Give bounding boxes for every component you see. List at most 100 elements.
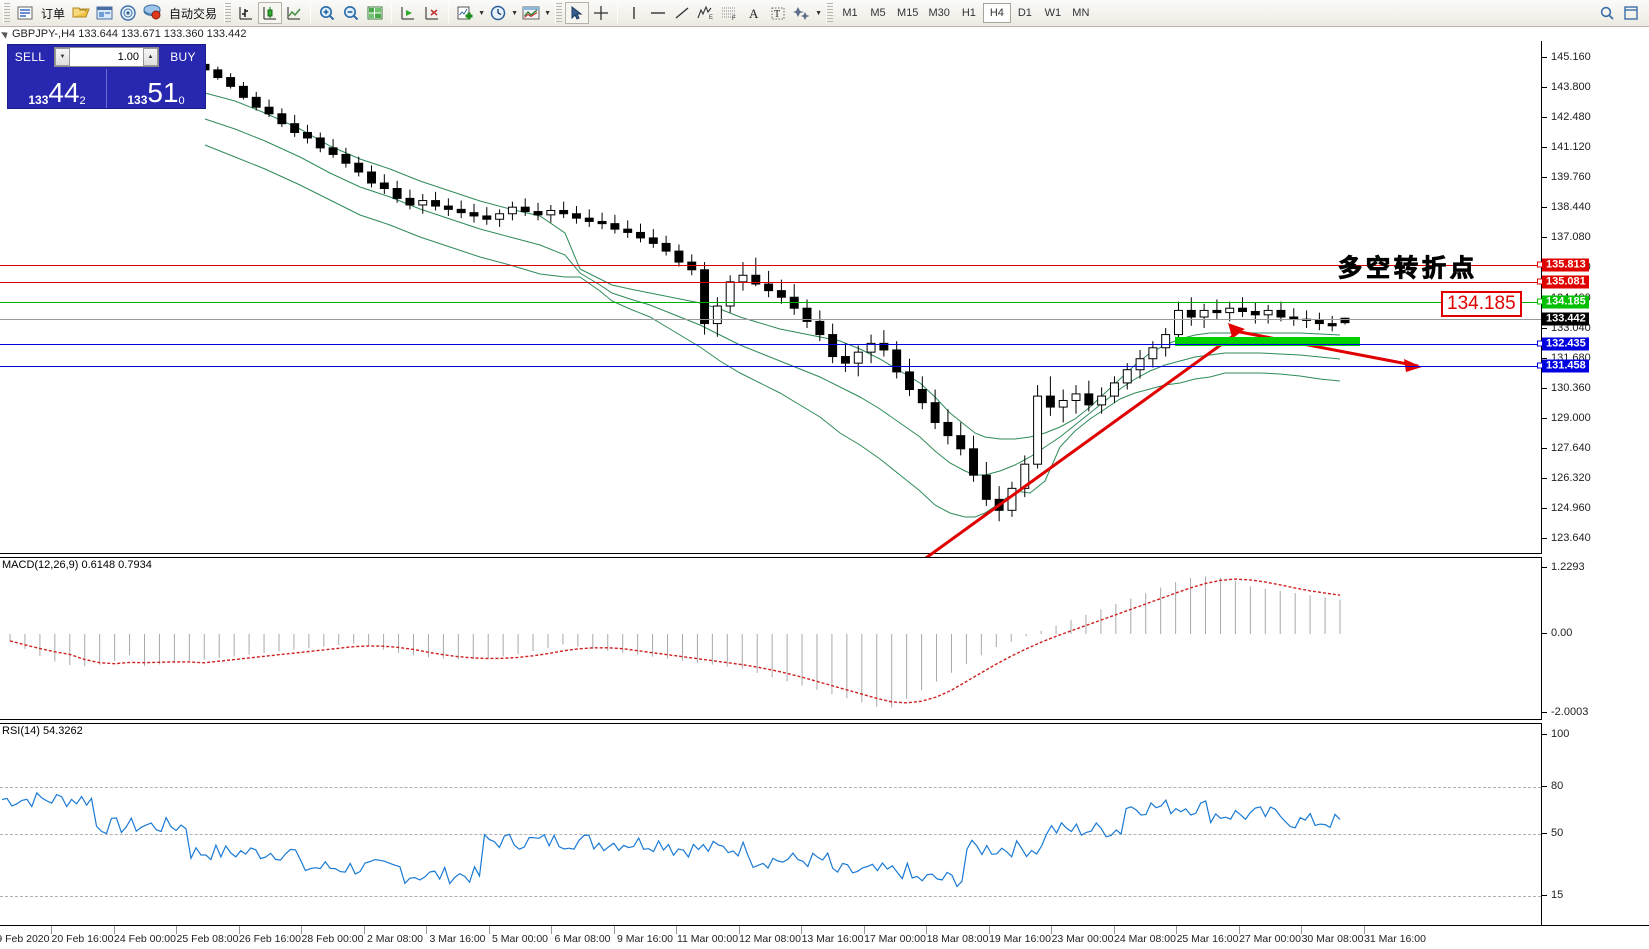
candle-body xyxy=(1250,311,1260,316)
autotrading-label[interactable]: 自动交易 xyxy=(169,6,218,21)
chart-shift-icon[interactable] xyxy=(420,2,444,24)
timeframe-mn[interactable]: MN xyxy=(1072,7,1090,19)
time-axis-separator xyxy=(613,926,615,934)
radar-icon[interactable] xyxy=(117,2,141,24)
candle-body xyxy=(738,274,748,283)
templates-dropdown-caret[interactable]: ▼ xyxy=(544,9,551,17)
text-a-icon[interactable]: A xyxy=(742,2,766,24)
rsi-pane[interactable]: RSI(14) 54.3262 xyxy=(0,723,1541,925)
time-axis-label: 25 Mar 16:00 xyxy=(1176,933,1239,945)
price-axis-tick xyxy=(1542,117,1547,119)
resistance-line-2[interactable] xyxy=(0,282,1541,283)
buy-price-big: 51 xyxy=(147,77,179,108)
new-order-label[interactable]: 订单 xyxy=(41,6,66,21)
timeframe-w1[interactable]: W1 xyxy=(1044,7,1062,19)
buy-button[interactable]: 133 51 0 xyxy=(106,69,205,108)
time-axis-label: 9 Mar 16:00 xyxy=(616,933,674,945)
autotrade-icon[interactable] xyxy=(141,2,165,24)
clock-icon[interactable] xyxy=(486,2,510,24)
bar-chart-icon[interactable] xyxy=(234,2,258,24)
chart-area[interactable]: 多空转折点 134.185 145.160 143.800 142.480 141.1… xyxy=(0,41,1649,925)
candle-body xyxy=(712,305,722,325)
price-chart-canvas[interactable] xyxy=(0,41,1541,565)
resistance-line-1[interactable] xyxy=(0,265,1541,266)
elliott-wave-icon[interactable]: E xyxy=(694,2,718,24)
buy-label[interactable]: BUY xyxy=(170,50,196,64)
arrow-cursor-icon[interactable] xyxy=(565,2,590,24)
volume-input[interactable]: ▼ 1.00 ▲ xyxy=(54,47,159,67)
timeframe-m1[interactable]: M1 xyxy=(842,7,858,19)
timeframe-m30[interactable]: M30 xyxy=(928,7,950,19)
macd-title: MACD(12,26,9) 0.6148 0.7934 xyxy=(1,559,153,571)
horizontal-line-icon[interactable] xyxy=(646,2,670,24)
magnifier-plus-icon[interactable] xyxy=(315,2,339,24)
time-axis-label: 5 Mar 00:00 xyxy=(491,933,549,945)
candlestick-icon[interactable] xyxy=(258,2,283,24)
volume-increment-button[interactable]: ▲ xyxy=(143,48,158,66)
trendline-icon[interactable] xyxy=(670,2,694,24)
new-order-button[interactable] xyxy=(13,2,37,24)
time-axis-label: 3 Mar 16:00 xyxy=(429,933,486,945)
candle-body xyxy=(303,131,312,139)
rsi-line xyxy=(1,791,1341,888)
shapes-icon[interactable] xyxy=(790,2,814,24)
window-blue-icon[interactable] xyxy=(93,2,117,24)
timeframe-m5[interactable]: M5 xyxy=(870,7,886,19)
toolbar-separator-3 xyxy=(448,3,450,23)
one-click-trading-panel[interactable]: SELL ▼ 1.00 ▲ BUY 133 44 2 133 51 0 xyxy=(7,44,206,109)
indicator-add-icon[interactable] xyxy=(453,2,477,24)
time-axis-separator xyxy=(238,926,240,934)
support-line-1[interactable] xyxy=(0,344,1541,345)
timeframe-m15[interactable]: M15 xyxy=(897,7,919,19)
folder-yellow-icon[interactable] xyxy=(69,2,93,24)
fibonacci-icon[interactable]: F xyxy=(718,2,742,24)
line-chart-icon[interactable] xyxy=(282,2,306,24)
support-line-2[interactable] xyxy=(0,366,1541,367)
macd-axis[interactable]: 1.2293 0.00 -2.0003 xyxy=(1541,557,1649,720)
magnifier-minus-icon[interactable] xyxy=(339,2,363,24)
volume-value[interactable]: 1.00 xyxy=(117,51,139,63)
periods-dropdown-caret[interactable]: ▼ xyxy=(511,9,518,17)
svg-text:F: F xyxy=(732,16,736,21)
search-icon[interactable] xyxy=(1595,2,1619,24)
time-axis-separator xyxy=(801,926,803,934)
timeframe-h4[interactable]: H4 xyxy=(982,3,1011,23)
macd-axis-label: -2.0003 xyxy=(1551,706,1589,718)
candle-body xyxy=(776,290,786,298)
crosshair-icon[interactable] xyxy=(589,2,613,24)
candle-body xyxy=(226,77,236,87)
one-click-price-row: 133 44 2 133 51 0 xyxy=(8,69,205,108)
indicators-dropdown-caret[interactable]: ▼ xyxy=(478,9,485,17)
fullscreen-icon[interactable] xyxy=(1619,2,1643,24)
price-axis-label: 141.120 xyxy=(1551,141,1591,154)
turning-point-line[interactable] xyxy=(0,302,1541,303)
toolbar-grip-4[interactable] xyxy=(826,3,834,23)
rsi-axis-label: 100 xyxy=(1551,728,1570,740)
candle-body xyxy=(520,206,530,213)
sell-label[interactable]: SELL xyxy=(14,50,46,64)
vertical-line-icon[interactable] xyxy=(622,2,646,24)
macd-pane[interactable]: MACD(12,26,9) 0.6148 0.7934 xyxy=(0,557,1541,720)
price-axis[interactable]: 145.160 143.800 142.480 141.120 139.760 138.4… xyxy=(1541,41,1649,554)
sell-button[interactable]: 133 44 2 xyxy=(8,69,106,108)
timeframe-d1[interactable]: D1 xyxy=(1017,7,1032,19)
toolbar-grip-1[interactable] xyxy=(3,3,10,23)
time-axis-label: 24 Feb 00:00 xyxy=(114,933,176,945)
rsi-axis[interactable]: 100 80 50 15 xyxy=(1541,723,1649,925)
candle-body xyxy=(1161,334,1171,349)
toolbar-grip-2[interactable] xyxy=(224,3,232,23)
tile-windows-icon[interactable] xyxy=(363,2,387,24)
time-axis-separator xyxy=(676,926,678,934)
rsi-axis-tick xyxy=(1542,786,1547,787)
timeframe-h1[interactable]: H1 xyxy=(961,7,976,19)
candle-body xyxy=(482,215,492,220)
shapes-dropdown-caret[interactable]: ▼ xyxy=(815,9,822,17)
text-label-icon[interactable]: T xyxy=(766,2,790,24)
toolbar-grip-3[interactable] xyxy=(555,3,563,23)
volume-decrement-button[interactable]: ▼ xyxy=(55,48,70,66)
autoscroll-icon[interactable] xyxy=(396,2,420,24)
time-axis-label: 31 Mar 16:00 xyxy=(1364,933,1426,945)
template-icon[interactable] xyxy=(519,2,543,24)
price-pane[interactable]: 多空转折点 134.185 xyxy=(0,41,1541,565)
